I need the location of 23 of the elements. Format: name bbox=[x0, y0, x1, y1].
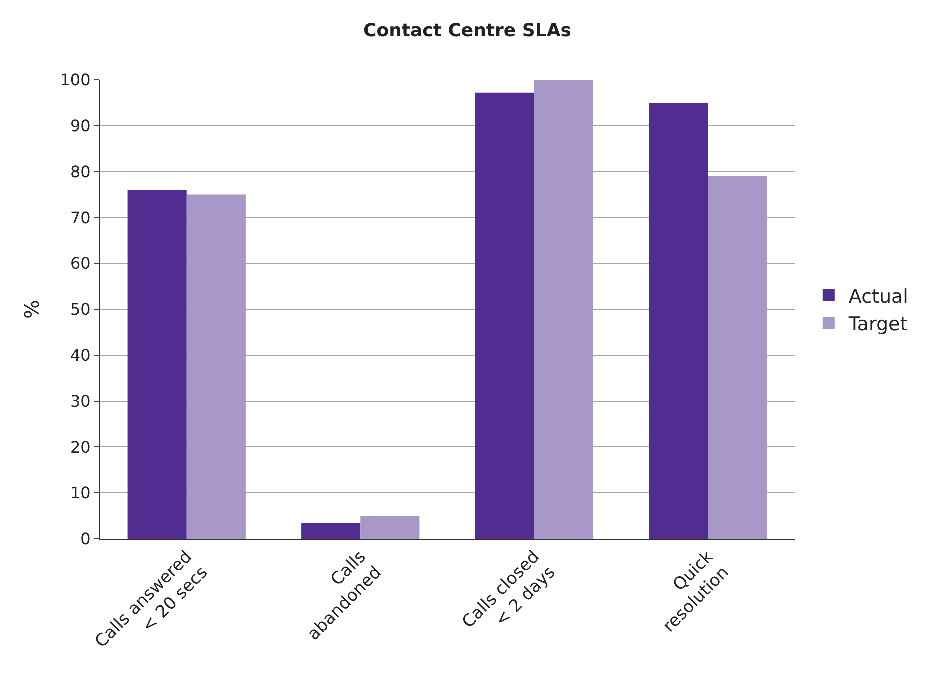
y-tick-label: 30 bbox=[70, 392, 91, 411]
legend-label: Actual bbox=[848, 286, 908, 308]
y-tick-label: 70 bbox=[70, 208, 91, 228]
bar bbox=[708, 176, 768, 539]
y-tick-label: 20 bbox=[70, 438, 91, 457]
y-tick-label: 60 bbox=[70, 254, 91, 274]
y-tick-label: 0 bbox=[80, 530, 91, 549]
bar bbox=[534, 80, 594, 539]
y-tick-label: 10 bbox=[70, 484, 91, 503]
legend-label: Target bbox=[848, 313, 908, 336]
bar bbox=[186, 194, 246, 539]
y-tick-label: 90 bbox=[70, 116, 91, 136]
bar bbox=[302, 522, 361, 539]
bar bbox=[128, 190, 187, 539]
y-tick-label: 80 bbox=[70, 162, 91, 182]
y-tick-label: 50 bbox=[70, 300, 91, 320]
bar bbox=[360, 516, 420, 539]
chart-title: Contact Centre SLAs bbox=[364, 20, 572, 42]
y-tick-label: 40 bbox=[70, 346, 91, 365]
bar bbox=[475, 92, 534, 539]
y-axis-title: % bbox=[20, 300, 44, 320]
bar bbox=[649, 102, 708, 539]
y-tick-label: 100 bbox=[60, 70, 91, 90]
